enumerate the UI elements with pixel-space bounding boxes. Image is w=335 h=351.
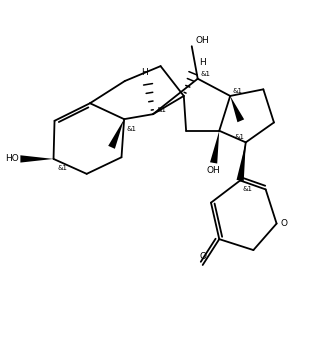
Text: H: H [141, 68, 147, 77]
Text: &1: &1 [200, 71, 210, 77]
Text: &1: &1 [234, 134, 244, 140]
Text: OH: OH [207, 166, 220, 174]
Polygon shape [210, 131, 219, 164]
Text: &1: &1 [233, 88, 243, 94]
Polygon shape [20, 155, 54, 163]
Text: O: O [281, 219, 287, 228]
Polygon shape [108, 119, 124, 149]
Text: &1: &1 [127, 126, 137, 132]
Polygon shape [230, 96, 244, 122]
Text: &1: &1 [156, 106, 166, 113]
Text: H: H [199, 59, 206, 67]
Text: &1: &1 [58, 165, 68, 171]
Polygon shape [237, 143, 246, 181]
Text: O: O [199, 252, 206, 261]
Text: &1: &1 [243, 186, 253, 192]
Text: HO: HO [5, 154, 19, 164]
Text: OH: OH [195, 35, 209, 45]
